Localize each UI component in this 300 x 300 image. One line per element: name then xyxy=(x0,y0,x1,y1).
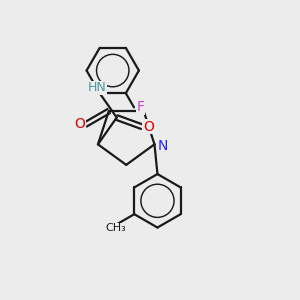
Text: O: O xyxy=(74,118,85,131)
Text: O: O xyxy=(143,120,154,134)
Text: N: N xyxy=(158,139,168,153)
Text: HN: HN xyxy=(88,81,107,94)
Text: CH₃: CH₃ xyxy=(106,223,127,233)
Text: F: F xyxy=(136,100,145,114)
